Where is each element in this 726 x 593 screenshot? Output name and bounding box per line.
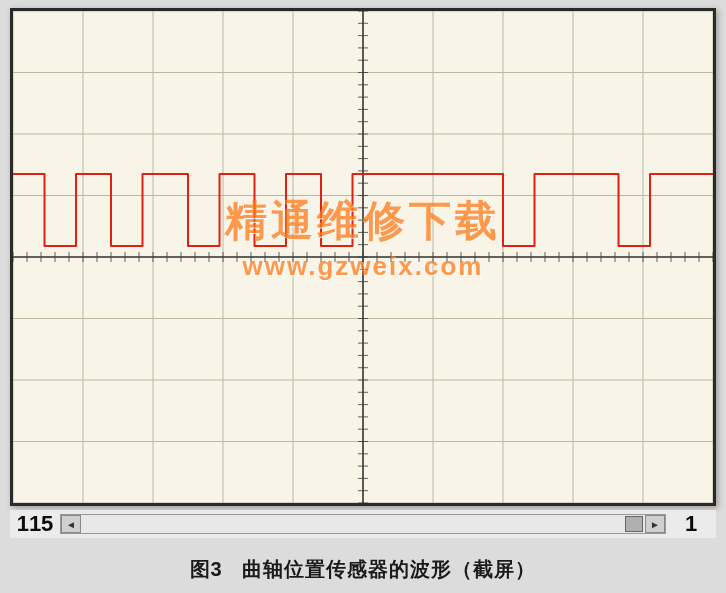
scroll-left-value: 115	[10, 511, 60, 537]
caption-text: 曲轴位置传感器的波形（截屏）	[242, 558, 536, 580]
time-scrollbar-row: 115 ◄ ► 1	[10, 510, 716, 538]
scroll-right-arrow-icon[interactable]: ►	[645, 515, 665, 533]
time-scrollbar[interactable]: ◄ ►	[60, 514, 666, 534]
scroll-thumb[interactable]	[625, 516, 643, 532]
scroll-right-value: 1	[666, 511, 716, 537]
oscilloscope-display: 精通维修下载 www.gzweix.com	[10, 8, 716, 506]
scroll-left-arrow-icon[interactable]: ◄	[61, 515, 81, 533]
caption-prefix: 图3	[190, 558, 223, 580]
waveform-plot	[13, 11, 713, 503]
figure-caption: 图3 曲轴位置传感器的波形（截屏）	[0, 556, 726, 583]
